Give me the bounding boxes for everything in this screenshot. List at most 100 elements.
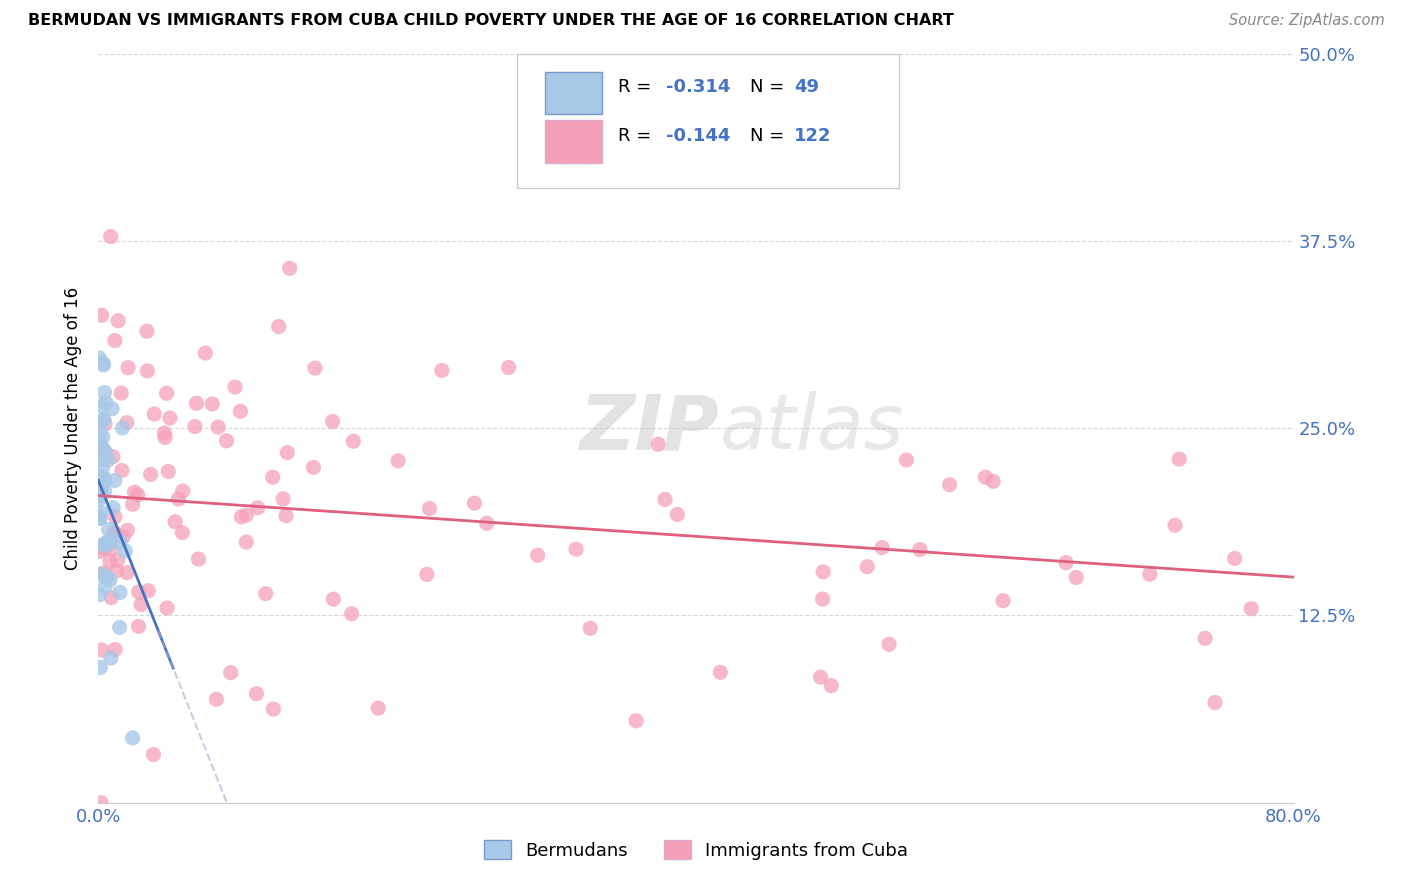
Point (157, 465, 180, 479)
Point (811, 592, 834, 607)
Point (1204, 696, 1226, 710)
Text: ZIP: ZIP (581, 392, 720, 465)
Point (136, 364, 159, 378)
Point (302, 460, 325, 475)
Point (938, 477, 960, 491)
Point (98, 555, 121, 569)
Text: 122: 122 (794, 127, 831, 145)
Point (89, 484, 111, 499)
Point (100, 591, 122, 605)
Point (107, 314, 129, 328)
Point (187, 552, 209, 566)
Point (224, 380, 246, 394)
Point (153, 425, 176, 440)
Point (97, 453, 120, 467)
Point (94, 579, 117, 593)
Point (235, 508, 257, 523)
Point (139, 467, 162, 482)
Point (104, 334, 127, 348)
Point (94, 417, 117, 432)
Point (246, 500, 269, 515)
Point (526, 549, 548, 563)
Point (93, 471, 115, 485)
Text: R =: R = (619, 78, 657, 96)
Point (138, 583, 160, 598)
Point (100, 542, 122, 557)
Point (709, 665, 731, 680)
Point (89, 509, 111, 524)
Point (215, 434, 238, 448)
Point (262, 470, 284, 484)
Point (172, 483, 194, 498)
Point (219, 665, 242, 680)
Point (91, 452, 114, 467)
Point (186, 396, 208, 410)
Point (89, 660, 111, 674)
Point (111, 421, 134, 435)
Point (93, 475, 115, 489)
Point (94, 445, 117, 459)
Point (93, 566, 115, 580)
Point (91, 442, 114, 456)
Point (1064, 570, 1087, 584)
Point (101, 401, 124, 416)
Point (128, 585, 150, 599)
Point (165, 515, 187, 529)
Point (104, 509, 127, 524)
Point (229, 404, 252, 418)
Point (159, 411, 181, 425)
Text: 49: 49 (794, 78, 818, 96)
Point (115, 566, 138, 580)
Point (194, 346, 217, 360)
Text: -0.314: -0.314 (666, 78, 731, 96)
Point (143, 407, 166, 421)
FancyBboxPatch shape (546, 71, 602, 114)
Point (90, 440, 112, 454)
Point (90, 308, 112, 322)
Point (245, 687, 267, 701)
Point (991, 593, 1014, 607)
Point (90, 445, 112, 459)
Text: BERMUDAN VS IMMIGRANTS FROM CUBA CHILD POVERTY UNDER THE AGE OF 16 CORRELATION C: BERMUDAN VS IMMIGRANTS FROM CUBA CHILD P… (28, 13, 955, 29)
Point (666, 508, 689, 522)
Point (155, 386, 177, 401)
Point (1223, 551, 1246, 566)
Point (475, 516, 498, 531)
Point (90, 469, 112, 483)
Point (94, 569, 117, 583)
Point (104, 474, 127, 488)
Point (104, 642, 127, 657)
Point (877, 637, 900, 651)
Point (91, 356, 114, 370)
Point (108, 585, 131, 599)
Point (1168, 452, 1191, 467)
Point (624, 714, 647, 728)
Point (304, 361, 326, 376)
Text: -0.144: -0.144 (666, 127, 731, 145)
Point (419, 501, 441, 516)
Point (156, 601, 179, 615)
Point (93, 445, 115, 459)
Point (274, 508, 297, 523)
Point (1054, 556, 1077, 570)
Point (820, 679, 842, 693)
Point (153, 430, 176, 444)
Point (89, 544, 111, 558)
Point (89, 351, 111, 365)
Point (172, 525, 194, 540)
Point (981, 475, 1004, 489)
Point (870, 541, 893, 555)
Text: N =: N = (749, 78, 790, 96)
Point (103, 525, 125, 540)
Point (108, 620, 131, 634)
Point (647, 437, 669, 451)
Point (101, 500, 124, 515)
Point (90, 489, 112, 503)
Point (117, 524, 139, 538)
Point (267, 319, 290, 334)
Point (115, 416, 138, 430)
Point (254, 587, 277, 601)
Point (201, 397, 224, 411)
Point (276, 445, 298, 459)
Point (107, 553, 129, 567)
